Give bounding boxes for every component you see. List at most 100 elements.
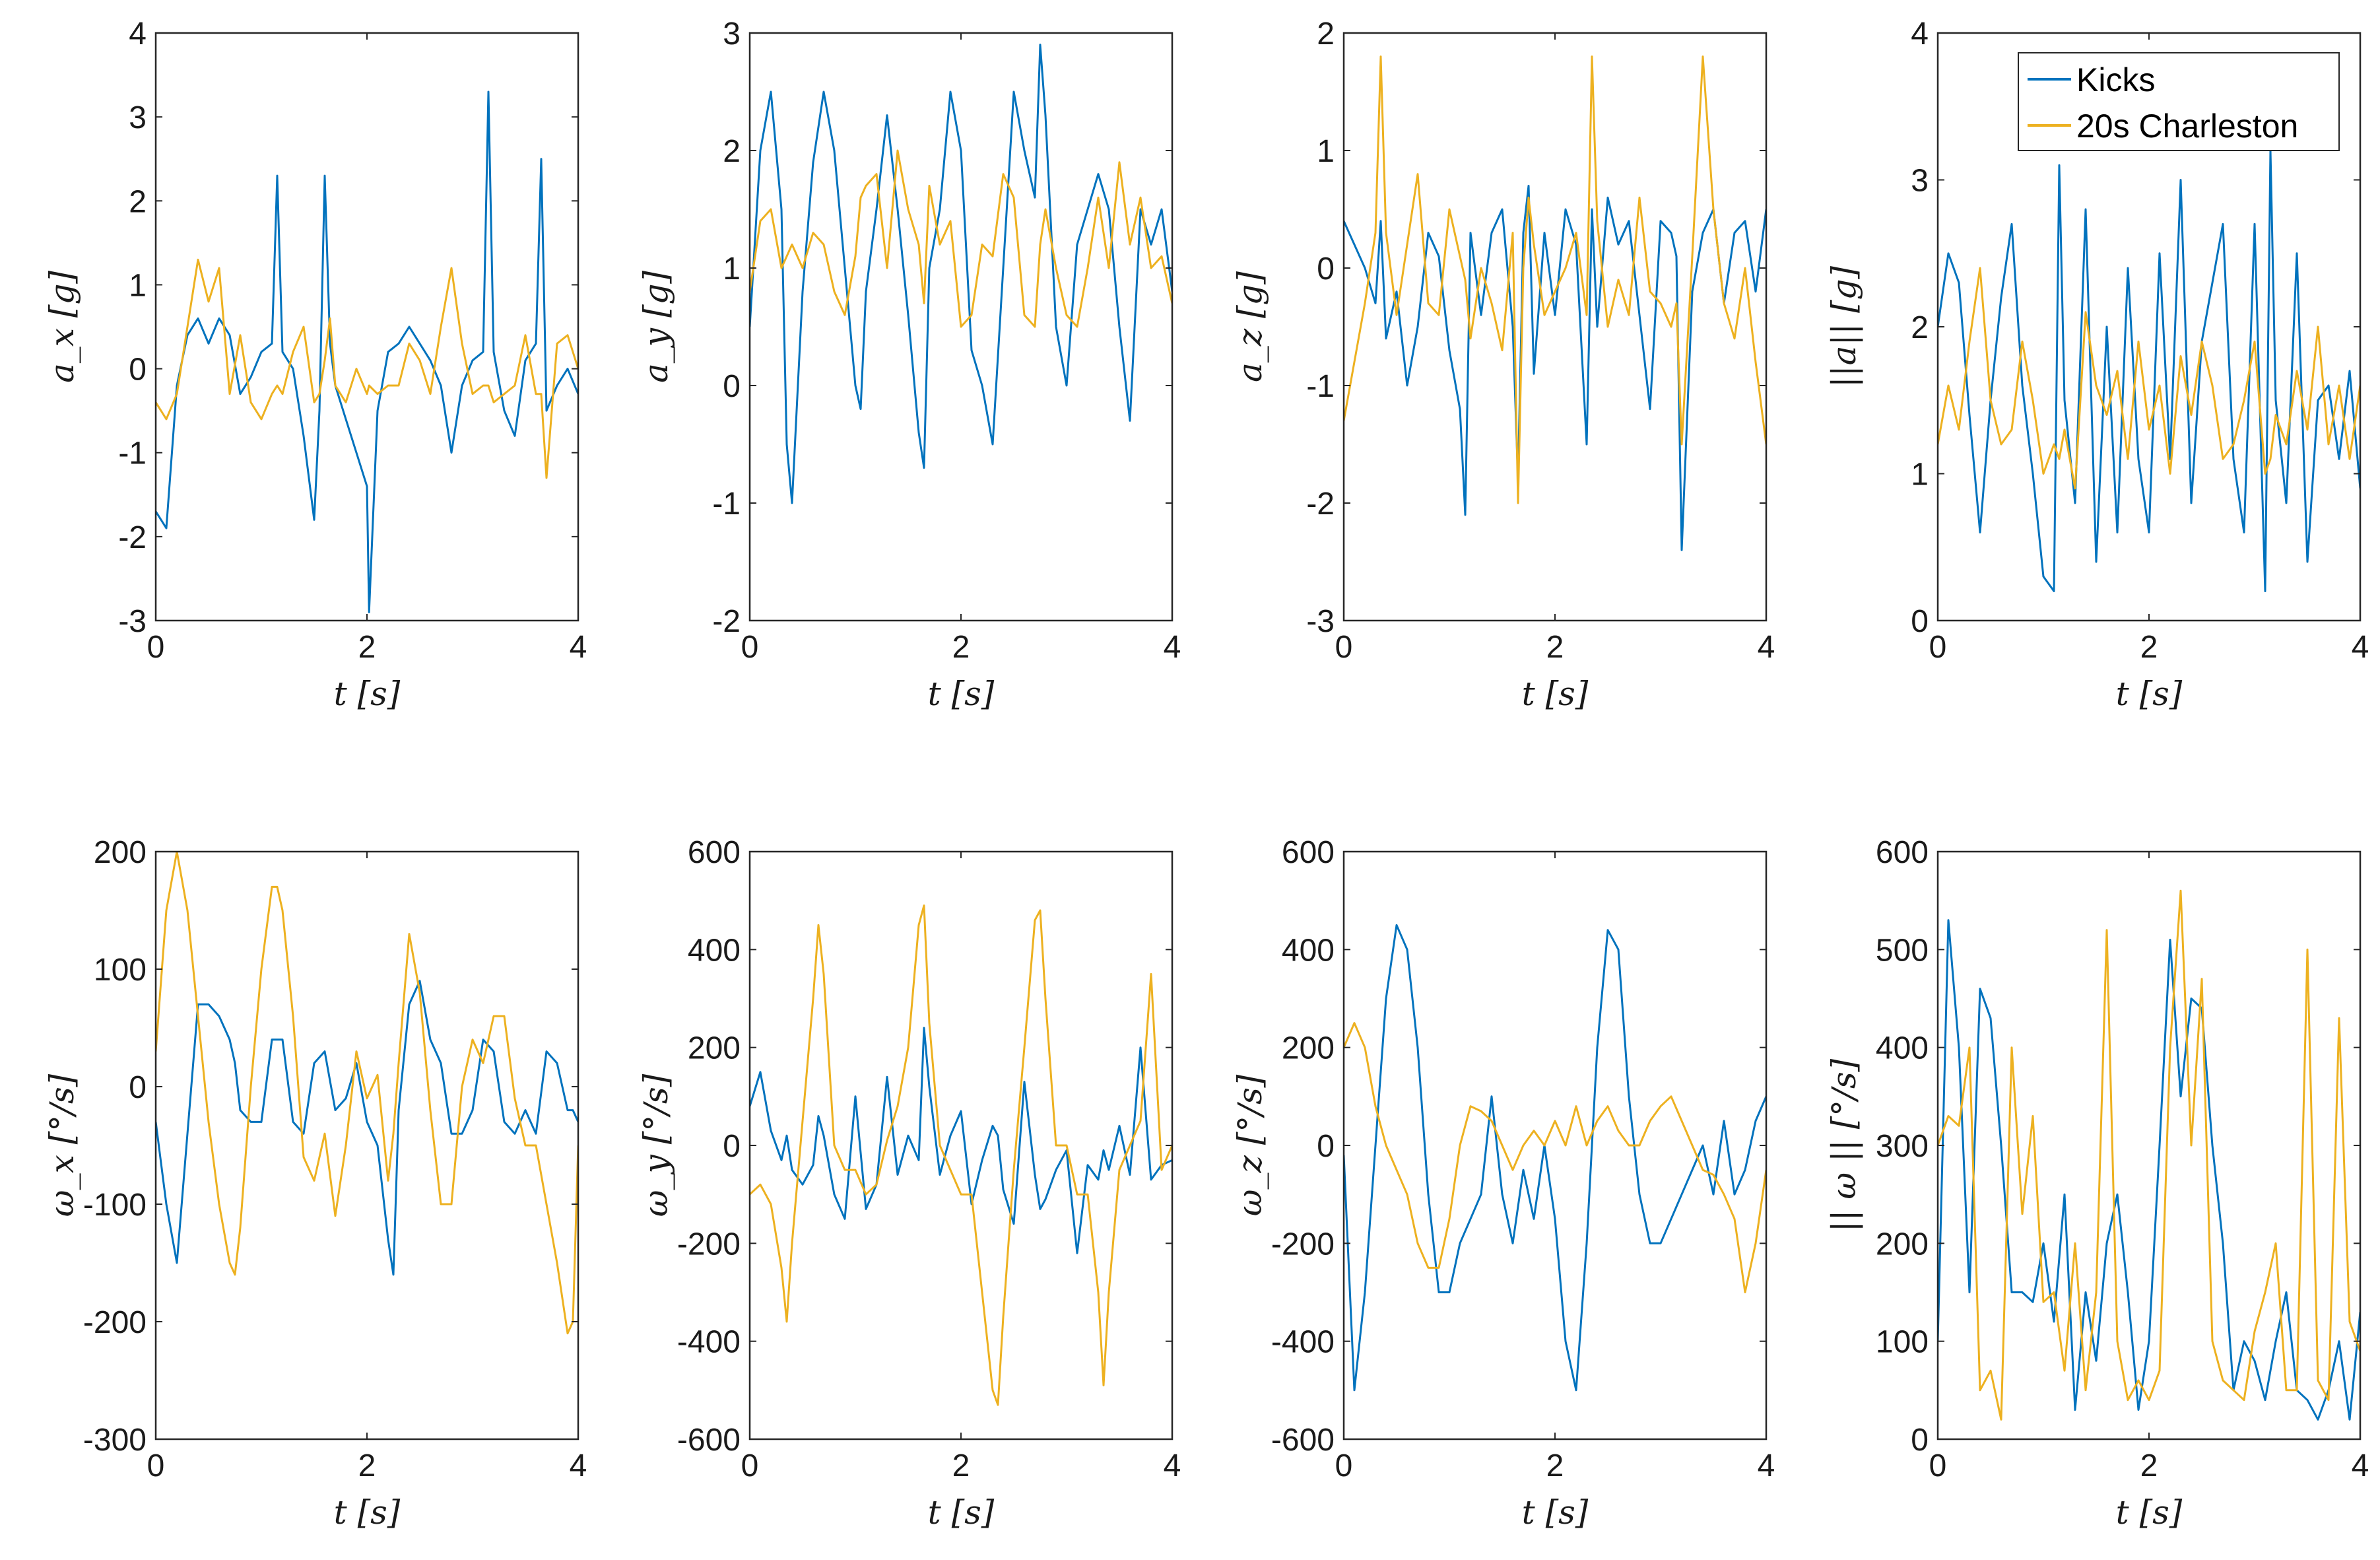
y-tick-label: 0 [1317, 1129, 1335, 1164]
y-tick-label: 200 [688, 1031, 741, 1066]
y-tick-label: 400 [1282, 933, 1335, 968]
y-tick-label: 500 [1876, 933, 1929, 968]
y-axis-label: || ω || [°/s] [1825, 1058, 1863, 1232]
x-tick-label: 4 [570, 1448, 587, 1483]
series-line-kicks [750, 44, 1172, 504]
x-axis-label: t [s] [334, 1493, 401, 1532]
y-tick-label: -200 [677, 1227, 741, 1262]
y-tick-label: -600 [677, 1423, 741, 1458]
y-tick-label: -100 [83, 1188, 147, 1223]
x-tick-label: 2 [358, 1448, 376, 1483]
y-tick-label: -300 [83, 1423, 147, 1458]
y-tick-label: -2 [1306, 487, 1335, 522]
plot-area [1344, 33, 1766, 621]
x-axis-label: t [s] [928, 1493, 995, 1532]
x-axis-label: t [s] [334, 675, 401, 713]
y-axis-label: a_z [g] [1231, 271, 1269, 382]
series-line-20s-charleston [750, 904, 1172, 1406]
x-tick-label: 4 [1164, 1448, 1181, 1483]
y-tick-label: 3 [129, 100, 147, 135]
series-line-kicks [156, 90, 578, 613]
y-tick-label: 200 [1876, 1227, 1929, 1262]
y-tick-label: -1 [1306, 369, 1335, 404]
x-tick-label: 2 [1546, 1448, 1564, 1483]
panel-1: 0 2 4 -3 -2 -1 0 1 2 3 4 t [s] a_x [g] [43, 17, 587, 713]
y-tick-label: 2 [129, 184, 147, 219]
panel-2: 0 2 4 -2 -1 0 1 2 3 t [s] a_y [g] [637, 17, 1181, 713]
y-tick-label: 300 [1876, 1129, 1929, 1164]
y-tick-label: 4 [1911, 17, 1929, 51]
y-tick-label: -3 [1306, 604, 1335, 639]
series-line-20s-charleston [750, 149, 1172, 328]
series-line-20s-charleston [156, 258, 578, 479]
y-tick-label: -600 [1271, 1423, 1335, 1458]
y-tick-label: -200 [83, 1305, 147, 1340]
x-tick-label: 4 [2352, 630, 2369, 665]
x-tick-label: 4 [1758, 1448, 1775, 1483]
legend-label-kicks: Kicks [2076, 61, 2155, 98]
panel-7: 0 2 4 -600 -400 -200 0 200 400 600 t [s] ω_z [°/s] [1231, 835, 1775, 1532]
x-tick-label: 2 [952, 630, 970, 665]
x-tick-label: 0 [741, 630, 759, 665]
y-tick-label: -2 [118, 520, 147, 555]
y-tick-label: 4 [129, 17, 147, 51]
x-tick-label: 0 [1929, 630, 1947, 665]
x-tick-label: 2 [2140, 630, 2158, 665]
y-tick-label: 1 [1911, 458, 1929, 492]
legend: Kicks 20s Charleston [2018, 52, 2340, 151]
series-line-20s-charleston [1344, 55, 1766, 504]
panel-8: 0 2 4 0 100 200 300 400 500 600 t [s] || ω || [°/s] [1825, 835, 2369, 1532]
y-axis-label: ω_x [°/s] [43, 1073, 81, 1217]
y-axis-label: a_y [g] [637, 271, 675, 383]
y-tick-label: 2 [1911, 310, 1929, 345]
series-line-kicks [750, 1027, 1172, 1254]
x-tick-label: 0 [1335, 630, 1353, 665]
series-line-kicks [1344, 184, 1766, 551]
y-tick-label: 200 [1282, 1031, 1335, 1066]
panels-group: 0 2 4 -3 -2 -1 0 1 2 3 4 t [s] a_x [g] 0 2 4 -2 -1 0 1 2 3 t [… [43, 17, 2369, 1532]
x-tick-label: 2 [1546, 630, 1564, 665]
y-tick-label: 0 [129, 353, 147, 388]
y-tick-label: -1 [712, 487, 741, 522]
y-tick-label: 1 [129, 268, 147, 303]
y-axis-label: ω_y [°/s] [637, 1073, 675, 1217]
plot-area [750, 852, 1172, 1439]
legend-box [2018, 52, 2340, 151]
x-tick-label: 0 [147, 1448, 165, 1483]
x-tick-label: 0 [147, 630, 165, 665]
y-tick-label: 0 [723, 369, 741, 404]
x-tick-label: 4 [570, 630, 587, 665]
y-tick-label: 2 [723, 134, 741, 169]
x-axis-label: t [s] [2116, 1493, 2183, 1532]
y-tick-label: 100 [1876, 1325, 1929, 1360]
series-line-20s-charleston [1344, 1022, 1766, 1293]
series-line-20s-charleston [1938, 889, 2360, 1421]
y-tick-label: 0 [129, 1070, 147, 1105]
y-tick-label: 1 [1317, 134, 1335, 169]
x-tick-label: 0 [1335, 1448, 1353, 1483]
y-tick-label: 400 [688, 933, 741, 968]
y-tick-label: 100 [94, 953, 147, 988]
series-line-kicks [156, 980, 578, 1276]
series-line-20s-charleston [156, 852, 578, 1335]
y-axis-label: ||a|| [g] [1825, 265, 1863, 388]
series-line-20s-charleston [1938, 267, 2360, 490]
x-tick-label: 4 [1758, 630, 1775, 665]
y-tick-label: 0 [723, 1129, 741, 1164]
plot-area [156, 852, 578, 1439]
panel-5: 0 2 4 -300 -200 -100 0 100 200 t [s] ω_x [°/s] [43, 835, 587, 1532]
x-axis-label: t [s] [1522, 675, 1589, 713]
y-tick-label: 400 [1876, 1031, 1929, 1066]
x-axis-label: t [s] [1522, 1493, 1589, 1532]
y-tick-label: -400 [1271, 1325, 1335, 1360]
y-tick-label: -3 [118, 604, 147, 639]
y-tick-label: 600 [1876, 835, 1929, 870]
x-tick-label: 0 [1929, 1448, 1947, 1483]
x-axis-label: t [s] [928, 675, 995, 713]
y-tick-label: 2 [1317, 17, 1335, 51]
x-tick-label: 2 [2140, 1448, 2158, 1483]
series-line-kicks [1344, 924, 1766, 1392]
x-tick-label: 2 [358, 630, 376, 665]
y-tick-label: 200 [94, 835, 147, 870]
